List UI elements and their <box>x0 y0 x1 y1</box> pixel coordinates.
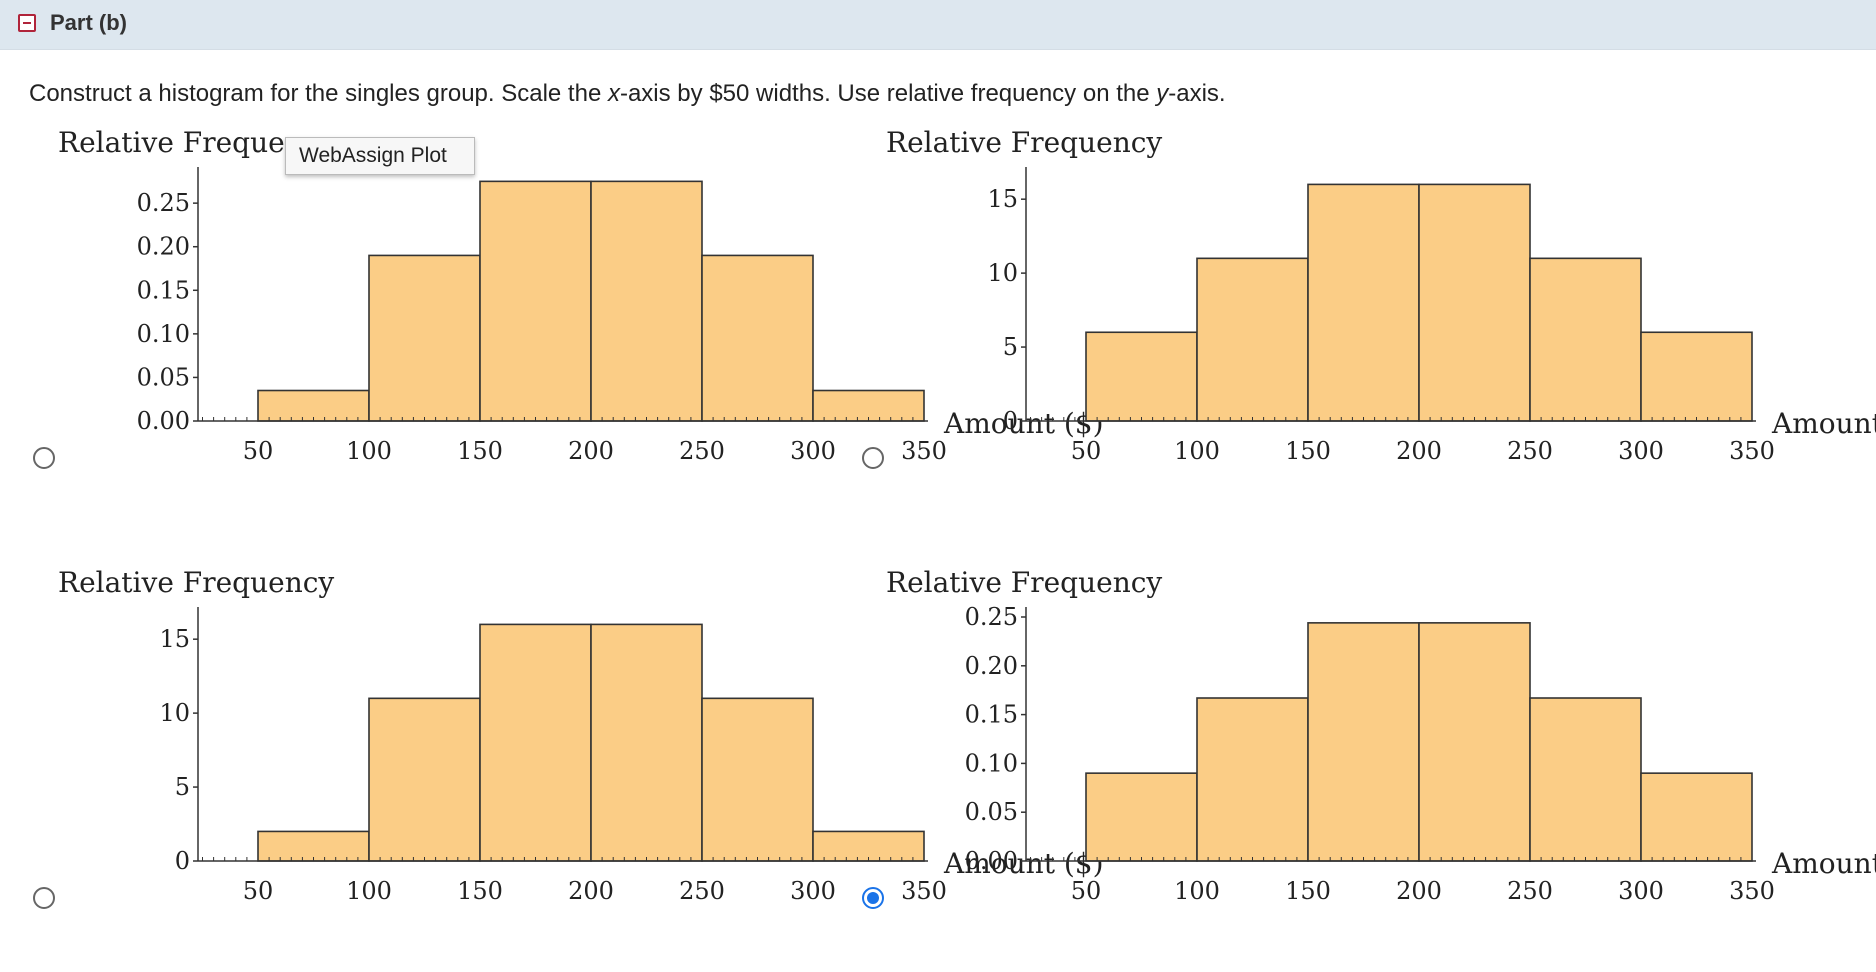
histogram-bar-3-3 <box>1418 622 1531 862</box>
x-tick-label-1-1: 100 <box>1174 437 1220 465</box>
histogram-bar-1-2 <box>1307 183 1420 422</box>
x-tick-label-3-3: 200 <box>1396 877 1442 905</box>
x-tick-label-1-3: 200 <box>1396 437 1442 465</box>
y-tick-label-0-4: 0.20 <box>137 233 190 261</box>
histogram-bar-3-0 <box>1085 772 1198 862</box>
y-axis-label-1: Relative Frequency <box>886 126 1162 159</box>
y-tick-label-3-5: 0.25 <box>965 603 1018 631</box>
histogram-bar-0-2 <box>479 180 592 422</box>
histogram-option-b: Relative Frequency 0 5 10 15 50 100 150 200 250 30… <box>886 126 1876 465</box>
y-tick-label-3-3: 0.15 <box>965 701 1018 729</box>
x-tick-label-2-3: 200 <box>568 877 614 905</box>
histogram-option-a: Relative Frequency0.000.050.100.150.200.… <box>58 126 1104 465</box>
x-tick-label-2-0: 50 <box>243 877 274 905</box>
part-header: Part (b) <box>0 0 1876 50</box>
option-a-radio[interactable] <box>33 447 55 469</box>
y-tick-label-3-2: 0.10 <box>965 749 1018 777</box>
x-tick-label-0-4: 250 <box>679 437 725 465</box>
x-tick-label-1-5: 300 <box>1618 437 1664 465</box>
option-c-radio[interactable] <box>33 887 55 909</box>
x-tick-label-0-3: 200 <box>568 437 614 465</box>
x-tick-label-2-5: 300 <box>790 877 836 905</box>
y-tick-label-1-1: 5 <box>1003 333 1018 361</box>
x-tick-label-2-2: 150 <box>457 877 503 905</box>
x-tick-label-3-4: 250 <box>1507 877 1553 905</box>
x-tick-label-0-5: 300 <box>790 437 836 465</box>
histogram-bar-0-4 <box>701 254 814 422</box>
x-tick-label-1-0: 50 <box>1071 437 1102 465</box>
option-b-radio[interactable] <box>862 447 884 469</box>
histogram-bar-0-3 <box>590 180 703 422</box>
x-tick-label-3-5: 300 <box>1618 877 1664 905</box>
histogram-bar-1-0 <box>1085 331 1198 422</box>
histogram-bar-2-1 <box>368 697 481 862</box>
histogram-bar-2-2 <box>479 623 592 862</box>
x-axis-label-0: Amount ($) <box>943 407 1104 440</box>
histogram-bar-1-4 <box>1529 257 1642 422</box>
x-tick-label-0-6: 350 <box>901 437 947 465</box>
y-axis-label-3: Relative Frequency <box>886 566 1162 599</box>
part-title: Part (b) <box>50 10 127 35</box>
x-tick-label-3-2: 150 <box>1285 877 1331 905</box>
y-tick-label-0-3: 0.15 <box>137 276 190 304</box>
histogram-bar-3-5 <box>1640 772 1753 862</box>
histogram-bar-3-4 <box>1529 697 1642 862</box>
y-tick-label-2-2: 10 <box>159 699 190 727</box>
x-tick-label-0-1: 100 <box>346 437 392 465</box>
option-d-radio[interactable] <box>862 887 884 909</box>
histogram-bar-0-0 <box>257 389 370 422</box>
x-tick-label-0-0: 50 <box>243 437 274 465</box>
x-tick-label-0-2: 150 <box>457 437 503 465</box>
x-axis-label-2: Amount ($) <box>943 847 1104 880</box>
histogram-bar-0-1 <box>368 254 481 422</box>
x-tick-label-2-1: 100 <box>346 877 392 905</box>
x-tick-label-3-6: 350 <box>1729 877 1775 905</box>
y-tick-label-3-1: 0.05 <box>965 798 1018 826</box>
y-axis-label-2: Relative Frequency <box>58 566 334 599</box>
y-tick-label-0-0: 0.00 <box>137 407 190 435</box>
histogram-bar-2-4 <box>701 697 814 862</box>
x-tick-label-3-0: 50 <box>1071 877 1102 905</box>
y-tick-label-0-2: 0.10 <box>137 320 190 348</box>
y-tick-label-0-1: 0.05 <box>137 363 190 391</box>
histogram-bar-1-3 <box>1418 183 1531 422</box>
x-tick-label-2-6: 350 <box>901 877 947 905</box>
histogram-bar-3-2 <box>1307 622 1420 862</box>
x-tick-label-1-4: 250 <box>1507 437 1553 465</box>
histogram-bar-2-5 <box>812 830 925 862</box>
y-tick-label-2-0: 0 <box>175 847 190 875</box>
y-tick-label-2-3: 15 <box>159 625 190 653</box>
y-tick-label-3-0: 0.00 <box>965 847 1018 875</box>
webassign-plot-tooltip: WebAssign Plot <box>285 137 475 175</box>
question-instruction: Construct a histogram for the singles gr… <box>29 80 1226 107</box>
x-tick-label-3-1: 100 <box>1174 877 1220 905</box>
y-tick-label-3-4: 0.20 <box>965 652 1018 680</box>
x-axis-label-3: Amount ($) <box>1771 847 1876 880</box>
y-tick-label-0-5: 0.25 <box>137 189 190 217</box>
x-tick-label-2-4: 250 <box>679 877 725 905</box>
histogram-bar-1-5 <box>1640 331 1753 422</box>
y-tick-label-1-3: 15 <box>987 185 1018 213</box>
histogram-bar-1-1 <box>1196 257 1309 422</box>
histogram-option-c: Relative Frequency 0 5 10 15 50 100 150 200 250 30… <box>58 566 1104 905</box>
histogram-option-d: Relative Frequency 0.00 0.05 0.10 0.15 0.20 0.… <box>886 566 1876 905</box>
x-tick-label-1-6: 350 <box>1729 437 1775 465</box>
collapse-icon[interactable] <box>18 14 36 32</box>
histogram-bar-2-3 <box>590 623 703 862</box>
x-tick-label-1-2: 150 <box>1285 437 1331 465</box>
y-tick-label-2-1: 5 <box>175 773 190 801</box>
y-tick-label-1-0: 0 <box>1003 407 1018 435</box>
histogram-bar-3-1 <box>1196 697 1309 862</box>
histogram-bar-2-0 <box>257 830 370 862</box>
x-axis-label-1: Amount ($) <box>1771 407 1876 440</box>
y-tick-label-1-2: 10 <box>987 259 1018 287</box>
